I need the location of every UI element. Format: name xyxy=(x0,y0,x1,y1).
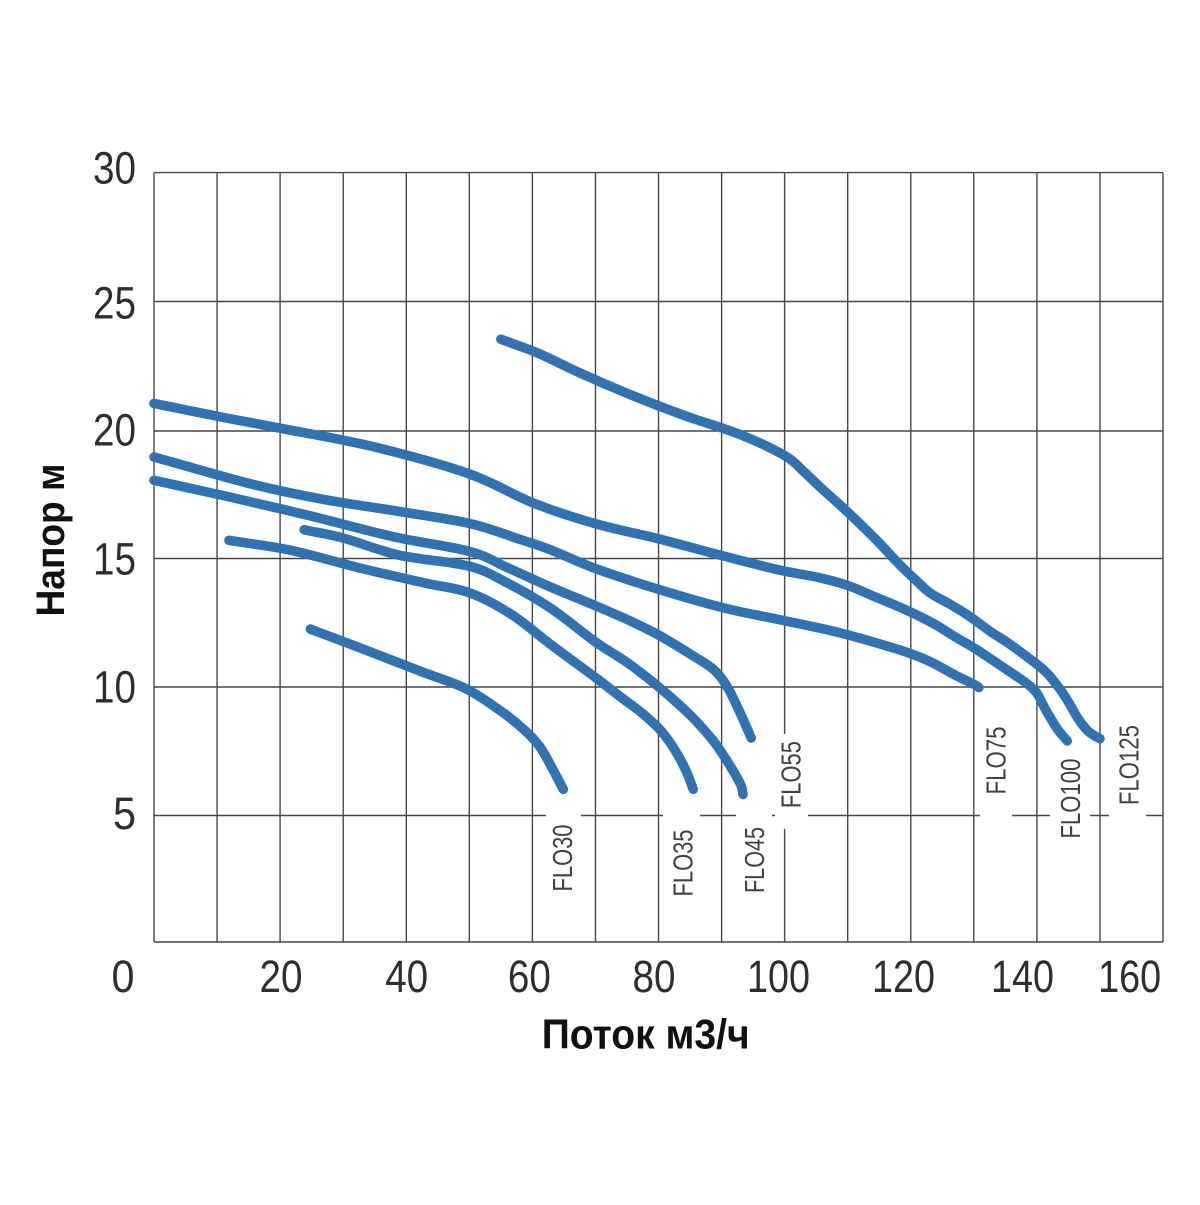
svg-text:FLO30: FLO30 xyxy=(547,825,578,892)
svg-text:10: 10 xyxy=(93,661,136,712)
svg-text:FLO100: FLO100 xyxy=(1055,759,1086,839)
svg-text:120: 120 xyxy=(872,951,935,1002)
svg-text:0: 0 xyxy=(112,951,135,1002)
svg-text:FLO75: FLO75 xyxy=(980,727,1011,795)
svg-text:5: 5 xyxy=(113,788,136,839)
svg-text:140: 140 xyxy=(991,951,1054,1002)
svg-text:25: 25 xyxy=(93,277,136,328)
svg-text:80: 80 xyxy=(633,951,676,1002)
svg-text:60: 60 xyxy=(508,951,551,1002)
svg-text:FLO125: FLO125 xyxy=(1114,725,1145,805)
svg-text:FLO55: FLO55 xyxy=(776,741,807,808)
svg-text:15: 15 xyxy=(93,533,136,584)
svg-text:160: 160 xyxy=(1098,951,1161,1002)
svg-text:Поток м3/ч: Поток м3/ч xyxy=(542,1011,750,1058)
svg-text:Напор м: Напор м xyxy=(29,464,73,617)
svg-text:100: 100 xyxy=(747,951,810,1002)
svg-text:20: 20 xyxy=(93,404,136,455)
svg-text:FLO35: FLO35 xyxy=(668,830,699,897)
svg-text:30: 30 xyxy=(93,142,136,193)
svg-text:40: 40 xyxy=(385,951,428,1002)
svg-text:FLO45: FLO45 xyxy=(739,827,770,893)
svg-text:20: 20 xyxy=(260,951,303,1002)
